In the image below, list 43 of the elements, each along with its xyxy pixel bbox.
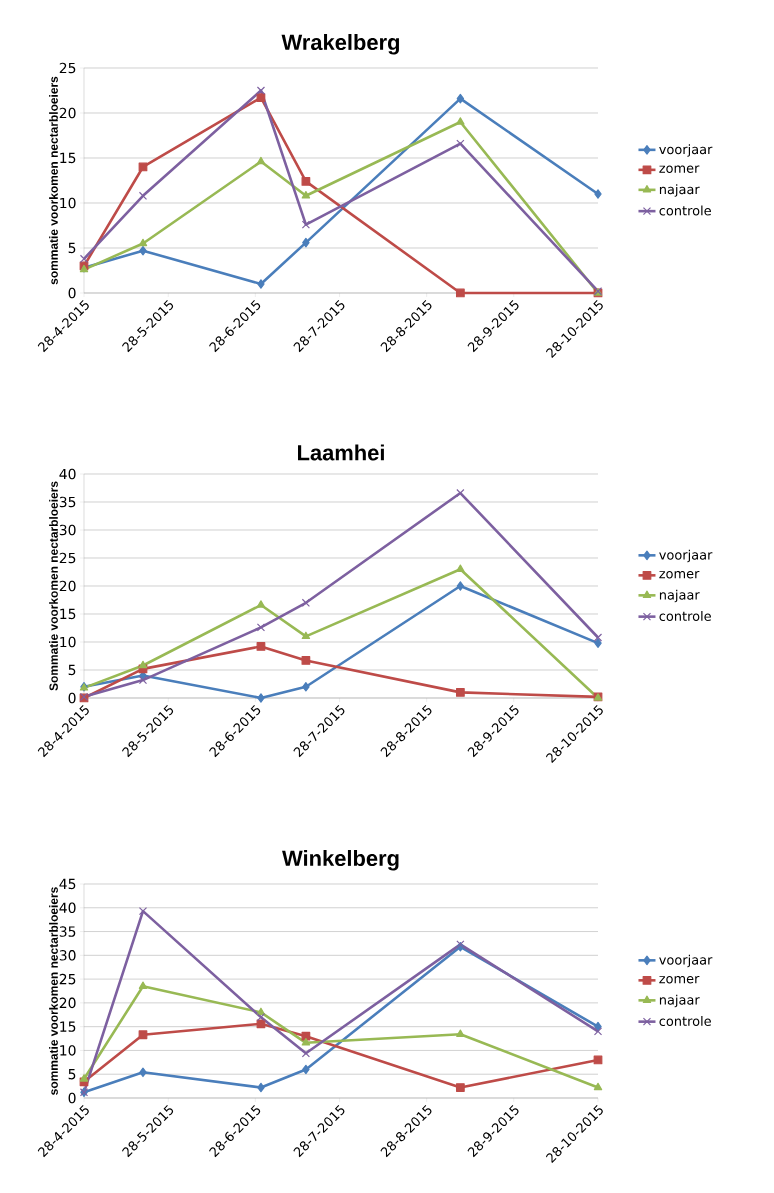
y-tick-label: 40: [59, 902, 76, 914]
y-tick-label: 15: [60, 608, 76, 620]
legend-label: controle: [659, 1015, 711, 1027]
legend-label: controle: [659, 205, 711, 216]
y-tick-label: 30: [59, 950, 76, 961]
y-tick-label: 15: [60, 152, 76, 164]
y-tick-label: 35: [59, 926, 76, 937]
chart-title: Laamhei: [298, 444, 384, 461]
y-tick-label: 40: [59, 468, 76, 480]
y-tick-label: 20: [59, 580, 76, 592]
y-tick-label: 0: [68, 1092, 76, 1104]
legend-label: voorjaar: [659, 954, 713, 968]
chart-title: Wrakelberg: [281, 33, 400, 55]
y-tick-label: 5: [68, 664, 76, 676]
legend-label: controle: [659, 610, 711, 621]
y-tick-label: 20: [59, 107, 76, 119]
y-tick-label: 45: [59, 878, 76, 890]
legend-label: zomer: [659, 165, 700, 173]
y-tick-label: 20: [59, 997, 76, 1009]
legend-label: zomer: [659, 975, 700, 984]
y-tick-label: 5: [68, 1069, 76, 1080]
y-tick-label: 10: [60, 1045, 76, 1056]
legend-label: najaar: [659, 994, 700, 1008]
legend-label: voorjaar: [659, 144, 713, 157]
chart-title: Winkelberg: [282, 849, 399, 871]
y-axis-title: sommatie voorkomen nectarbloeiers: [49, 887, 58, 1095]
y-axis-title: sommatie voorkomen nectarbloeiers: [49, 76, 58, 285]
y-axis-title: Sommatie voorkomen nectarbloeiers: [49, 481, 58, 691]
y-tick-label: 0: [68, 287, 76, 299]
y-tick-label: 10: [60, 197, 76, 209]
y-tick-label: 10: [60, 636, 76, 648]
y-tick-label: 15: [60, 1021, 76, 1032]
legend-label: zomer: [659, 570, 700, 579]
legend-label: najaar: [659, 589, 700, 603]
y-tick-label: 5: [68, 242, 76, 254]
y-tick-label: 0: [68, 692, 76, 704]
y-tick-label: 25: [59, 62, 76, 74]
y-tick-label: 35: [59, 496, 76, 508]
y-tick-label: 25: [59, 552, 76, 564]
legend-label: voorjaar: [659, 549, 713, 563]
legend-label: najaar: [659, 184, 700, 197]
y-tick-label: 30: [59, 524, 76, 536]
y-tick-label: 25: [59, 973, 76, 985]
